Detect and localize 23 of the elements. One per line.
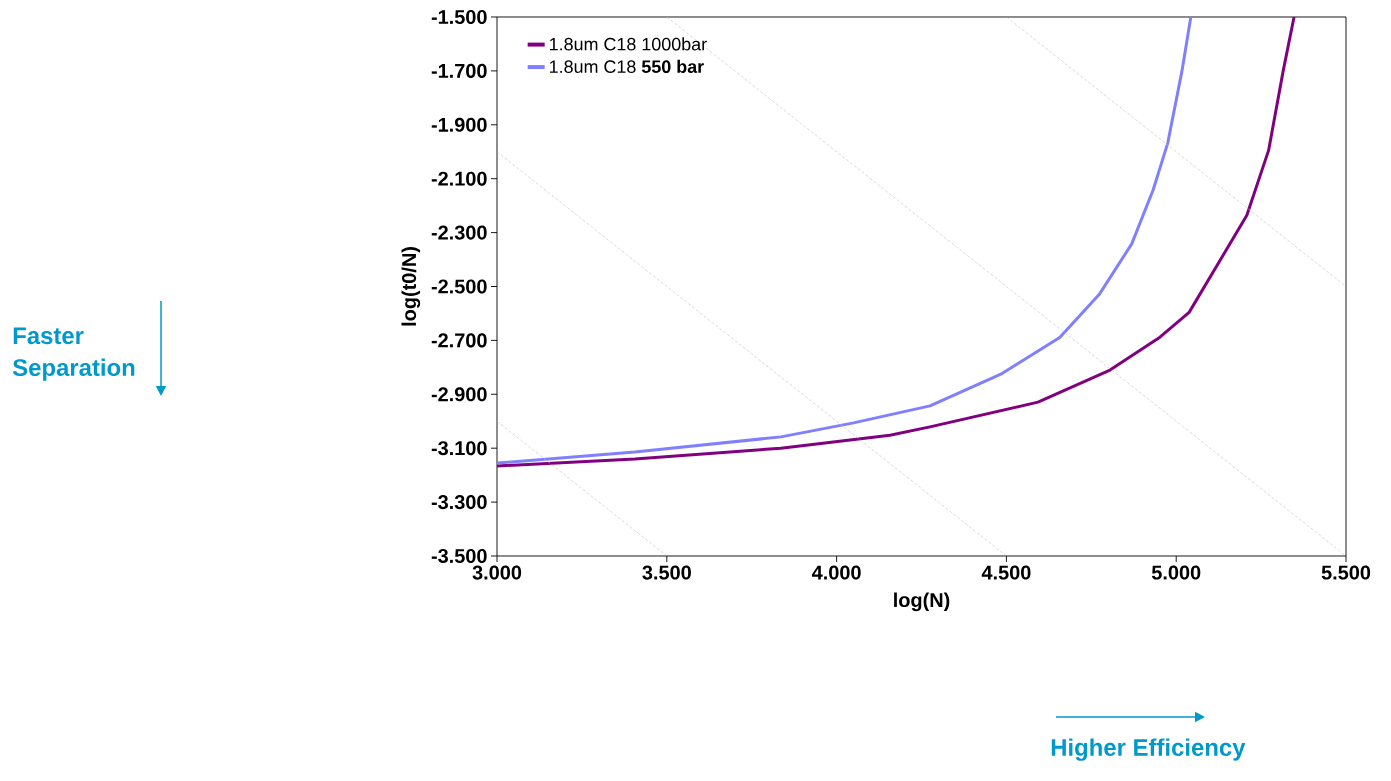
- x-tick-label: 3.500: [642, 565, 691, 580]
- y-tick-label: -2.300: [431, 225, 487, 240]
- y-tick-label: -1.900: [431, 117, 487, 132]
- y-tick-label: -2.100: [431, 171, 487, 186]
- y-tick-label: -2.700: [431, 333, 487, 348]
- text: Faster Separation: [12, 327, 135, 381]
- y-tick-label: -2.500: [431, 279, 487, 294]
- y-axis-title: log(t0/N): [401, 247, 421, 326]
- y-tick-label: -3.500: [431, 548, 487, 564]
- x-tick-label: 4.000: [811, 565, 861, 580]
- text: Higher Efficiency: [1051, 738, 1246, 761]
- x-tick-label: 3.000: [472, 565, 522, 580]
- y-tick-label: -1.500: [431, 9, 487, 25]
- x-axis-title: log(N): [894, 592, 950, 612]
- x-tick-label: 4.500: [981, 565, 1031, 580]
- y-tick-label: -3.100: [431, 441, 487, 456]
- legend-label: 1.8um C18 550 bar: [550, 59, 704, 73]
- x-tick-label: 5.000: [1151, 565, 1201, 580]
- y-tick-label: -2.900: [431, 387, 487, 402]
- x-tick-label: 5.500: [1321, 565, 1371, 580]
- y-tick-label: -3.300: [431, 495, 487, 510]
- legend-label: 1.8um C18 1000bar: [550, 37, 707, 51]
- y-tick-label: -1.700: [431, 63, 487, 78]
